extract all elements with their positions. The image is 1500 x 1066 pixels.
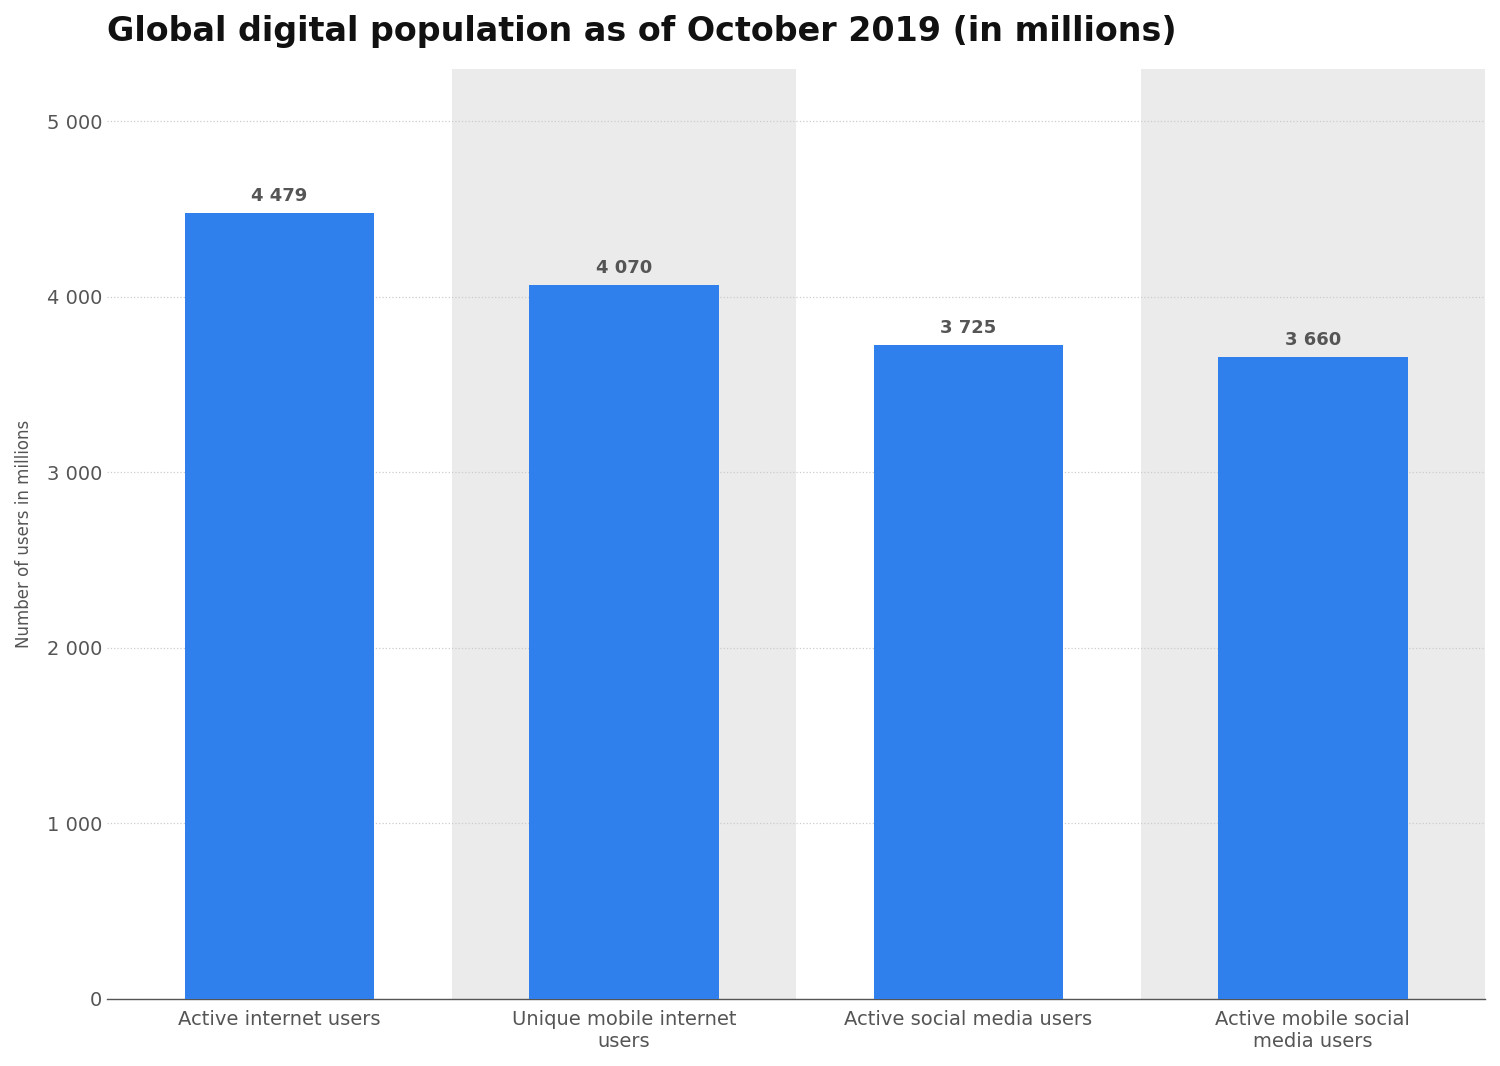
Text: 3 725: 3 725: [940, 320, 996, 337]
Bar: [1218, 357, 1407, 999]
Text: Global digital population as of October 2019 (in millions): Global digital population as of October …: [108, 15, 1178, 48]
Bar: [452, 69, 796, 999]
Bar: [873, 345, 1064, 999]
Text: 4 479: 4 479: [252, 187, 308, 205]
Text: 3 660: 3 660: [1284, 330, 1341, 349]
Bar: [184, 213, 374, 999]
Bar: [530, 285, 718, 999]
Bar: [1140, 69, 1485, 999]
Text: 4 070: 4 070: [596, 259, 652, 277]
Y-axis label: Number of users in millions: Number of users in millions: [15, 420, 33, 648]
